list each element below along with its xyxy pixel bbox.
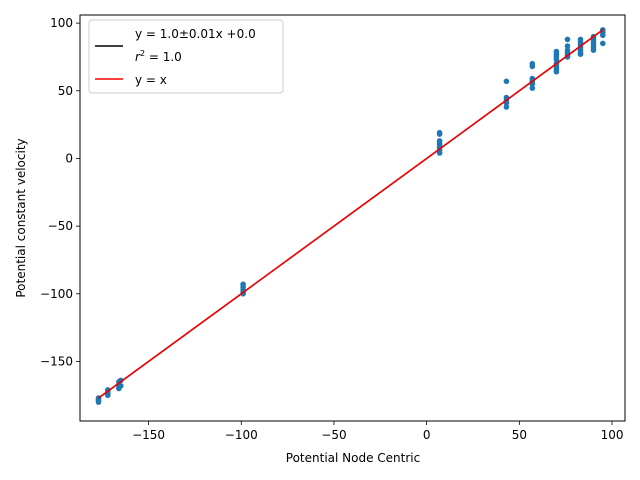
data-point [600, 40, 606, 47]
x-tick-label: 0 [423, 428, 431, 442]
legend-box [88, 19, 284, 94]
data-point [529, 63, 536, 70]
plot-frame [79, 14, 626, 422]
trend-lines [98, 29, 604, 399]
identity-line [98, 29, 604, 399]
legend-fit-label: y = 1.0±0.01x +0.0 [135, 27, 256, 41]
y-tick-label: 0 [65, 151, 73, 165]
x-tick-label: 100 [601, 428, 624, 442]
data-point [529, 85, 536, 91]
data-point [564, 36, 571, 43]
data-point [240, 291, 246, 297]
x-axis-ticks: −150 −100 −50 0 50 100 [132, 421, 623, 442]
y-tick-label: −100 [40, 287, 73, 301]
data-point [436, 150, 443, 156]
legend-r2-label: r2 = 1.0 [135, 49, 182, 64]
legend-r2-r: r [135, 50, 141, 64]
x-tick-label: 50 [512, 428, 527, 442]
y-axis-ticks: −150 −100 −50 0 50 100 [40, 16, 80, 368]
x-tick-label: −50 [321, 428, 346, 442]
x-tick-label: −150 [132, 428, 165, 442]
data-point [600, 32, 606, 39]
x-tick-label: −100 [225, 428, 258, 442]
y-tick-label: −150 [40, 354, 73, 368]
data-point [564, 43, 571, 49]
y-tick-label: −50 [48, 219, 73, 233]
y-tick-label: 100 [50, 16, 73, 30]
x-axis-label: Potential Node Centric [286, 451, 420, 465]
data-point [553, 56, 560, 63]
legend-r2-sup: 2 [140, 49, 145, 58]
legend-r2-value: = 1.0 [145, 50, 182, 64]
legend-identity-label: y = x [135, 73, 167, 87]
legend: y = 1.0±0.01x +0.0 r2 = 1.0 y = x [88, 19, 284, 94]
y-tick-label: 50 [58, 84, 73, 98]
data-point [503, 78, 510, 85]
data-point [436, 131, 443, 137]
data-point [564, 54, 571, 60]
data-point [553, 69, 560, 75]
y-axis-label: Potential constant velocity [14, 138, 28, 297]
data-point [590, 47, 597, 53]
data-point [105, 392, 111, 399]
data-point [577, 51, 584, 57]
data-point [105, 387, 111, 393]
data-point [118, 377, 124, 384]
data-point [503, 104, 510, 110]
data-point [118, 383, 124, 389]
